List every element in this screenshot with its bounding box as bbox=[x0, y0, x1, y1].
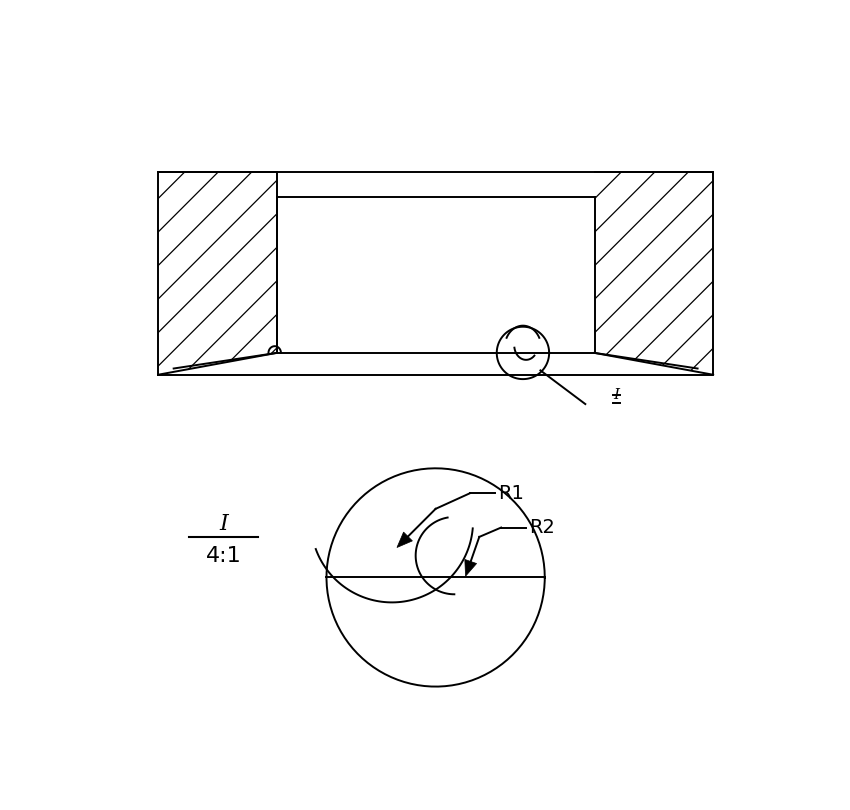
Polygon shape bbox=[465, 560, 477, 576]
Text: R1: R1 bbox=[498, 484, 524, 503]
Text: R2: R2 bbox=[530, 518, 555, 537]
Text: I: I bbox=[614, 388, 620, 403]
Text: I: I bbox=[219, 514, 228, 535]
Text: 4:1: 4:1 bbox=[206, 546, 241, 565]
PathPatch shape bbox=[158, 172, 276, 375]
PathPatch shape bbox=[595, 172, 713, 375]
Polygon shape bbox=[397, 532, 412, 548]
